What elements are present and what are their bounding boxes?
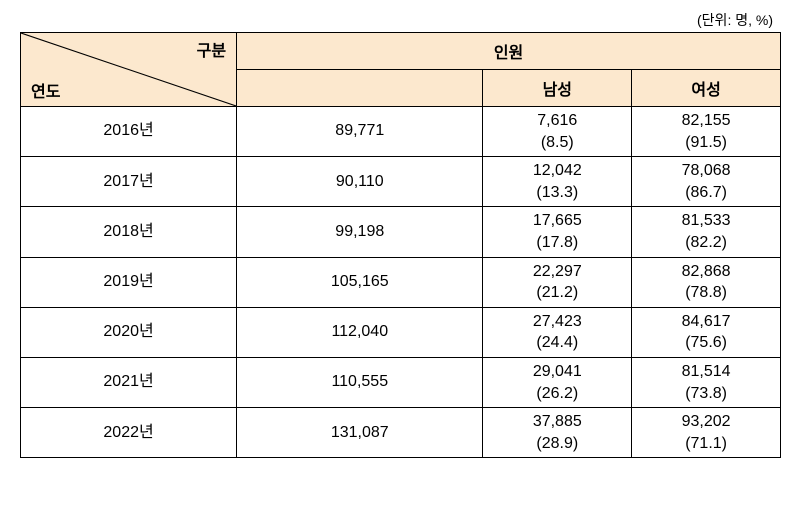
- cell-year: 2017년: [21, 157, 237, 207]
- male-count: 22,297: [485, 261, 629, 283]
- male-count: 29,041: [485, 361, 629, 383]
- female-percent: (82.2): [634, 232, 778, 254]
- header-total-blank: [237, 70, 483, 107]
- male-percent: (24.4): [485, 332, 629, 354]
- cell-female: 82,868(78.8): [632, 257, 781, 307]
- male-count: 17,665: [485, 210, 629, 232]
- male-percent: (8.5): [485, 132, 629, 154]
- header-year: 연도: [31, 78, 60, 102]
- table-row: 2021년110,55529,041(26.2)81,514(73.8): [21, 357, 781, 407]
- cell-total: 112,040: [237, 307, 483, 357]
- female-percent: (71.1): [634, 433, 778, 455]
- table-row: 2017년90,11012,042(13.3)78,068(86.7): [21, 157, 781, 207]
- cell-female: 93,202(71.1): [632, 408, 781, 458]
- male-count: 37,885: [485, 411, 629, 433]
- header-category: 구분: [197, 37, 226, 61]
- cell-year: 2018년: [21, 207, 237, 257]
- male-percent: (28.9): [485, 433, 629, 455]
- cell-male: 7,616(8.5): [483, 107, 632, 157]
- diagonal-header-cell: 구분 연도: [21, 33, 237, 107]
- cell-total: 131,087: [237, 408, 483, 458]
- cell-male: 17,665(17.8): [483, 207, 632, 257]
- female-count: 93,202: [634, 411, 778, 433]
- female-count: 82,155: [634, 110, 778, 132]
- cell-total: 89,771: [237, 107, 483, 157]
- data-table: 구분 연도 인원 남성 여성 2016년89,7717,616(8.5)82,1…: [20, 32, 781, 458]
- cell-year: 2020년: [21, 307, 237, 357]
- cell-female: 81,514(73.8): [632, 357, 781, 407]
- female-percent: (91.5): [634, 132, 778, 154]
- table-row: 2018년99,19817,665(17.8)81,533(82.2): [21, 207, 781, 257]
- cell-female: 81,533(82.2): [632, 207, 781, 257]
- male-percent: (13.3): [485, 182, 629, 204]
- male-percent: (21.2): [485, 282, 629, 304]
- cell-female: 84,617(75.6): [632, 307, 781, 357]
- female-count: 82,868: [634, 261, 778, 283]
- female-count: 81,514: [634, 361, 778, 383]
- table-row: 2016년89,7717,616(8.5)82,155(91.5): [21, 107, 781, 157]
- male-percent: (26.2): [485, 383, 629, 405]
- cell-total: 99,198: [237, 207, 483, 257]
- header-row-1: 구분 연도 인원: [21, 33, 781, 70]
- female-count: 84,617: [634, 311, 778, 333]
- cell-male: 27,423(24.4): [483, 307, 632, 357]
- male-count: 27,423: [485, 311, 629, 333]
- cell-male: 37,885(28.9): [483, 408, 632, 458]
- female-percent: (78.8): [634, 282, 778, 304]
- cell-year: 2016년: [21, 107, 237, 157]
- cell-total: 90,110: [237, 157, 483, 207]
- female-percent: (86.7): [634, 182, 778, 204]
- female-count: 81,533: [634, 210, 778, 232]
- cell-male: 29,041(26.2): [483, 357, 632, 407]
- female-percent: (75.6): [634, 332, 778, 354]
- header-female: 여성: [632, 70, 781, 107]
- cell-male: 12,042(13.3): [483, 157, 632, 207]
- female-percent: (73.8): [634, 383, 778, 405]
- male-count: 12,042: [485, 160, 629, 182]
- cell-year: 2021년: [21, 357, 237, 407]
- cell-total: 110,555: [237, 357, 483, 407]
- male-count: 7,616: [485, 110, 629, 132]
- table-row: 2019년105,16522,297(21.2)82,868(78.8): [21, 257, 781, 307]
- cell-female: 78,068(86.7): [632, 157, 781, 207]
- table-row: 2022년131,08737,885(28.9)93,202(71.1): [21, 408, 781, 458]
- cell-female: 82,155(91.5): [632, 107, 781, 157]
- unit-label: (단위: 명, %): [20, 10, 781, 30]
- header-people: 인원: [237, 33, 781, 70]
- cell-year: 2019년: [21, 257, 237, 307]
- header-male: 남성: [483, 70, 632, 107]
- cell-total: 105,165: [237, 257, 483, 307]
- table-row: 2020년112,04027,423(24.4)84,617(75.6): [21, 307, 781, 357]
- female-count: 78,068: [634, 160, 778, 182]
- male-percent: (17.8): [485, 232, 629, 254]
- cell-year: 2022년: [21, 408, 237, 458]
- cell-male: 22,297(21.2): [483, 257, 632, 307]
